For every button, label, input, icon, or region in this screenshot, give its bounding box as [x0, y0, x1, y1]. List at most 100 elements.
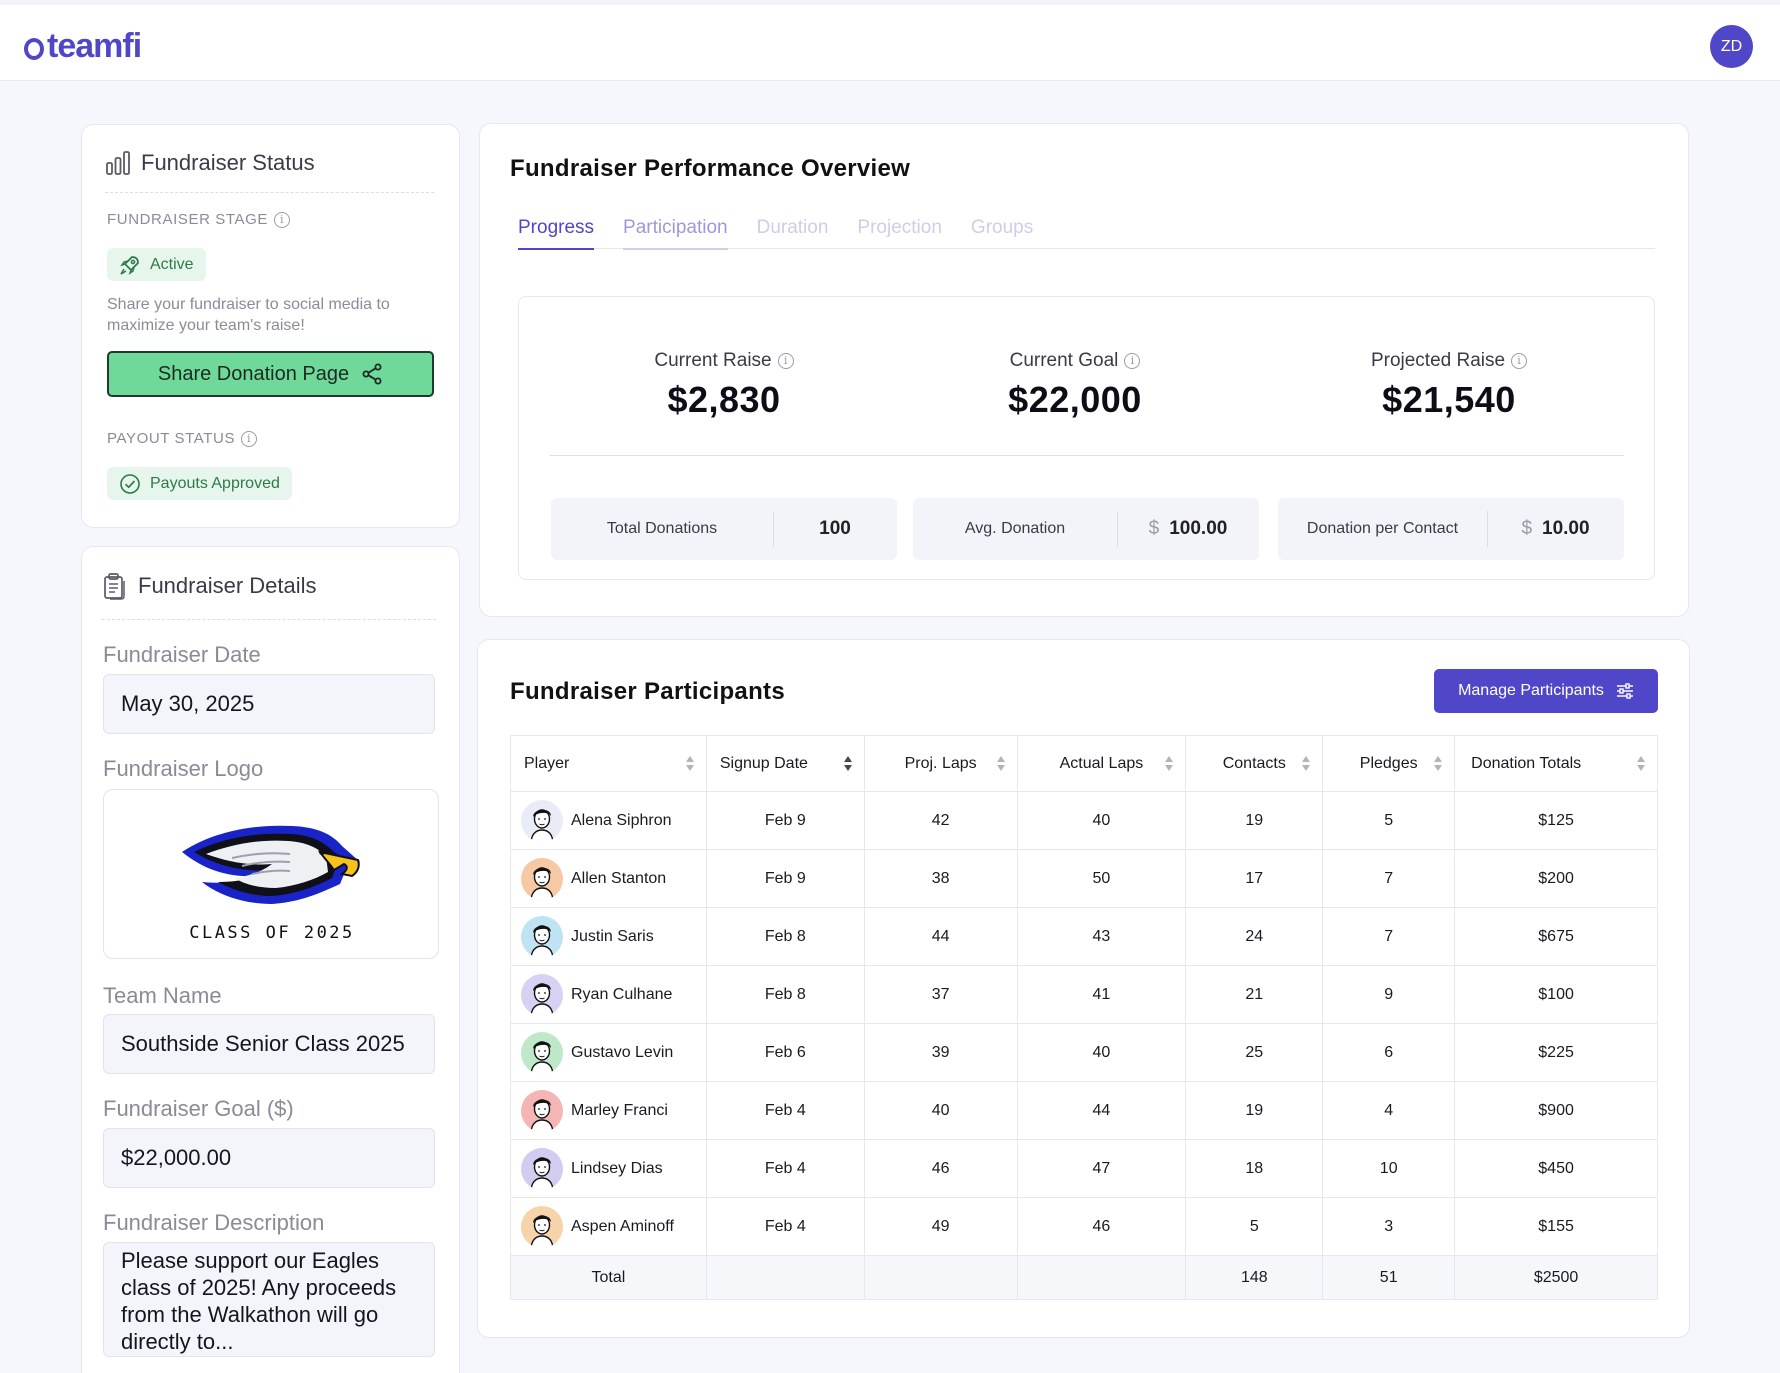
check-circle-icon [120, 473, 140, 494]
player-avatar [521, 973, 563, 1016]
sort-icon [1434, 756, 1443, 772]
actual-laps-cell: 50 [1017, 849, 1187, 908]
player-avatar [521, 799, 563, 842]
info-icon[interactable]: i [274, 211, 291, 228]
signup-date-cell: Feb 4 [706, 1139, 865, 1198]
player-cell: Allen Stanton [510, 849, 707, 908]
actual-laps-cell: 41 [1017, 965, 1187, 1024]
actual-laps-cell: 43 [1017, 907, 1187, 966]
table-header-row: Player Signup Date Proj. Laps Actual Lap… [510, 735, 1658, 792]
table-row[interactable]: Alena Siphron Feb 9 42 40 19 5 $125 [510, 791, 1658, 850]
player-avatar [521, 1147, 563, 1190]
pledges-cell: 6 [1322, 1023, 1456, 1082]
col-actual-laps[interactable]: Actual Laps [1017, 735, 1187, 792]
col-signup-date[interactable]: Signup Date [706, 735, 865, 792]
tab-progress[interactable]: Progress [518, 217, 595, 250]
share-donation-page-button[interactable]: Share Donation Page [107, 351, 434, 397]
actual-laps-cell: 40 [1017, 791, 1187, 850]
donation-per-contact-box: Donation per Contact $10.00 [1278, 498, 1624, 560]
contacts-cell: 19 [1185, 1081, 1324, 1140]
pledges-cell: 3 [1322, 1197, 1456, 1256]
description-field[interactable]: Please support our Eagles class of 2025!… [103, 1242, 435, 1357]
player-cell: Justin Saris [510, 907, 707, 966]
sort-icon [685, 756, 694, 772]
current-raise-value: $2,830 [667, 379, 781, 420]
pledges-cell: 9 [1322, 965, 1456, 1024]
table-row[interactable]: Marley Franci Feb 4 40 44 19 4 $900 [510, 1081, 1658, 1140]
logo-upload-box[interactable]: CLASS OF 2025 [103, 789, 439, 959]
eagle-logo-image [182, 825, 360, 904]
top-bar: teamfi ZD [0, 0, 1780, 81]
col-contacts[interactable]: Contacts [1185, 735, 1324, 792]
share-hint: Share your fundraiser to social media to… [107, 296, 390, 334]
tab-participation[interactable]: Participation [623, 217, 728, 250]
table-row[interactable]: Aspen Aminoff Feb 4 49 46 5 3 $155 [510, 1197, 1658, 1256]
details-card-title: Fundraiser Details [138, 573, 317, 598]
team-name-label: Team Name [103, 983, 222, 1008]
pledges-cell: 10 [1322, 1139, 1456, 1198]
current-goal-value: $22,000 [1008, 379, 1142, 420]
player-name: Justin Saris [571, 927, 654, 945]
payout-status-label: PAYOUT STATUS i [107, 430, 258, 447]
payout-badge: Payouts Approved [107, 467, 292, 500]
avg-donation-box: Avg. Donation $100.00 [913, 498, 1259, 560]
overview-tabs: Progress Participation Duration Projecti… [518, 217, 1062, 250]
total-contacts: 148 [1185, 1255, 1324, 1300]
col-donation-totals[interactable]: Donation Totals [1454, 735, 1658, 792]
proj-laps-cell: 49 [864, 1197, 1018, 1256]
tab-projection[interactable]: Projection [857, 217, 942, 238]
donation-total-cell: $225 [1454, 1023, 1658, 1082]
contacts-cell: 17 [1185, 849, 1324, 908]
total-donations: $2500 [1454, 1255, 1658, 1300]
team-name-field[interactable]: Southside Senior Class 2025 [103, 1014, 435, 1074]
proj-laps-cell: 37 [864, 965, 1018, 1024]
player-cell: Lindsey Dias [510, 1139, 707, 1198]
proj-laps-cell: 46 [864, 1139, 1018, 1198]
pledges-cell: 7 [1322, 849, 1456, 908]
current-raise-stat: Current Raise i $2,830 [604, 350, 844, 421]
col-pledges[interactable]: Pledges [1322, 735, 1456, 792]
donation-total-cell: $155 [1454, 1197, 1658, 1256]
player-cell: Marley Franci [510, 1081, 707, 1140]
date-field[interactable]: May 30, 2025 [103, 674, 435, 734]
proj-laps-cell: 40 [864, 1081, 1018, 1140]
player-avatar [521, 1031, 563, 1074]
col-proj-laps[interactable]: Proj. Laps [864, 735, 1018, 792]
avg-donation-value: 100.00 [1169, 518, 1228, 539]
info-icon[interactable]: i [1511, 353, 1528, 369]
stage-value: Active [150, 255, 194, 273]
player-cell: Alena Siphron [510, 791, 707, 850]
donation-total-cell: $450 [1454, 1139, 1658, 1198]
info-icon[interactable]: i [1124, 353, 1141, 369]
table-row[interactable]: Allen Stanton Feb 9 38 50 17 7 $200 [510, 849, 1658, 908]
table-row[interactable]: Gustavo Levin Feb 6 39 40 25 6 $225 [510, 1023, 1658, 1082]
player-name: Ryan Culhane [571, 985, 673, 1003]
user-avatar[interactable]: ZD [1710, 25, 1753, 68]
pledges-cell: 7 [1322, 907, 1456, 966]
goal-label: Fundraiser Goal ($) [103, 1096, 294, 1121]
teamfi-logo[interactable]: teamfi [24, 27, 142, 66]
proj-laps-cell: 42 [864, 791, 1018, 850]
player-name: Aspen Aminoff [571, 1217, 674, 1235]
donation-total-cell: $200 [1454, 849, 1658, 908]
tab-groups[interactable]: Groups [970, 217, 1034, 238]
contacts-cell: 24 [1185, 907, 1324, 966]
manage-participants-button[interactable]: Manage Participants [1434, 669, 1658, 713]
table-row[interactable]: Lindsey Dias Feb 4 46 47 18 10 $450 [510, 1139, 1658, 1198]
player-name: Alena Siphron [571, 811, 672, 829]
participants-title: Fundraiser Participants [510, 678, 785, 705]
info-icon[interactable]: i [241, 430, 258, 447]
table-row[interactable]: Justin Saris Feb 8 44 43 24 7 $675 [510, 907, 1658, 966]
logo-label: Fundraiser Logo [103, 756, 264, 781]
proj-laps-cell: 44 [864, 907, 1018, 966]
goal-field[interactable]: $22,000.00 [103, 1128, 435, 1188]
table-row[interactable]: Ryan Culhane Feb 8 37 41 21 9 $100 [510, 965, 1658, 1024]
contacts-cell: 25 [1185, 1023, 1324, 1082]
info-icon[interactable]: i [777, 353, 794, 369]
sort-icon [843, 756, 852, 772]
signup-date-cell: Feb 8 [706, 907, 865, 966]
payout-value: Payouts Approved [150, 474, 280, 492]
tab-duration[interactable]: Duration [756, 217, 829, 238]
col-player[interactable]: Player [510, 735, 707, 792]
player-avatar [521, 1205, 563, 1248]
